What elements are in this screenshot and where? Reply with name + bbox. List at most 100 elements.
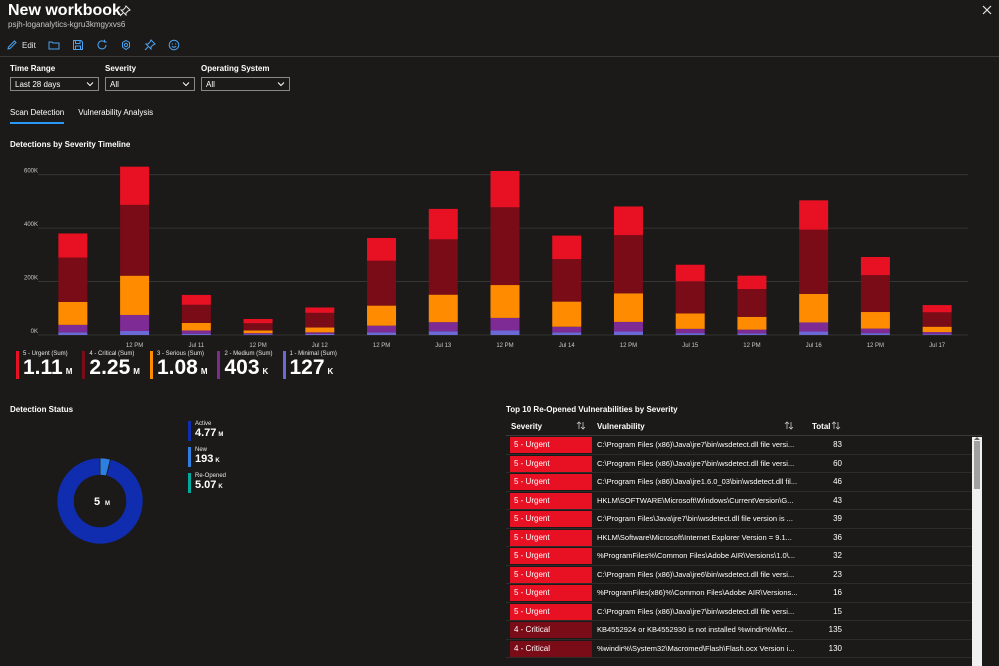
bar-segment[interactable] (58, 324, 88, 333)
bar-segment[interactable] (922, 332, 952, 335)
bar-segment[interactable] (552, 326, 582, 333)
os-dropdown[interactable]: All (201, 77, 290, 91)
bar-segment[interactable] (860, 256, 890, 276)
bar-segment[interactable] (552, 332, 582, 335)
bar-segment[interactable] (613, 206, 643, 236)
pin-icon[interactable] (119, 5, 131, 17)
bar-segment[interactable] (243, 333, 273, 335)
bar-segment[interactable] (367, 332, 397, 335)
bar-segment[interactable] (675, 328, 705, 334)
table-row[interactable]: 5 - Urgent HKLM\SOFTWARE\Microsoft\Window… (506, 492, 982, 510)
bar-segment[interactable] (428, 208, 458, 240)
bar-segment[interactable] (305, 312, 335, 328)
bar-segment[interactable] (305, 332, 335, 334)
bar-segment[interactable] (799, 200, 829, 230)
bar-segment[interactable] (860, 312, 890, 329)
bar-segment[interactable] (120, 166, 150, 205)
bar-segment[interactable] (58, 301, 88, 325)
open-button[interactable] (48, 37, 60, 53)
bar-segment[interactable] (490, 207, 520, 286)
legend-item-critical[interactable]: 4 - Critical (Sum) 2.25 M (82, 351, 140, 383)
bar-segment[interactable] (428, 294, 458, 323)
table-row[interactable]: 5 - Urgent C:\Program Files\Java\jre7\bin… (506, 510, 982, 529)
bar-segment[interactable] (737, 289, 767, 317)
bar-segment[interactable] (860, 333, 890, 335)
table-row[interactable]: 5 - Urgent C:\Program Files (x86)\Java\jr… (506, 566, 982, 584)
severity-dropdown[interactable]: All (105, 77, 195, 91)
time-range-dropdown[interactable]: Last 28 days (10, 77, 99, 91)
bar-segment[interactable] (367, 305, 397, 326)
bar-segment[interactable] (367, 325, 397, 333)
bar-segment[interactable] (552, 259, 582, 302)
bar-segment[interactable] (675, 333, 705, 335)
bar-segment[interactable] (552, 235, 582, 260)
bar-segment[interactable] (367, 238, 397, 261)
feedback-button[interactable] (168, 37, 180, 53)
table-row[interactable]: 5 - Urgent C:\Program Files (x86)\Java\jr… (506, 455, 982, 473)
bar-segment[interactable] (490, 330, 520, 335)
bar-segment[interactable] (552, 301, 582, 327)
bar-segment[interactable] (120, 330, 150, 335)
bar-segment[interactable] (737, 329, 767, 334)
bar-segment[interactable] (737, 275, 767, 290)
table-row[interactable]: 5 - Urgent C:\Program Files (x86)\Java\jr… (506, 473, 982, 492)
table-row[interactable]: 5 - Urgent C:\Program Files (x86)\Java\jr… (506, 436, 982, 455)
bar-segment[interactable] (675, 264, 705, 282)
bar-segment[interactable] (58, 233, 88, 258)
bar-segment[interactable] (737, 333, 767, 335)
bar-segment[interactable] (799, 331, 829, 335)
sort-icon[interactable] (576, 421, 586, 430)
scroll-up-arrow-icon[interactable] (974, 437, 980, 440)
table-row[interactable]: 5 - Urgent HKLM\Software\Microsoft\Intern… (506, 529, 982, 547)
sort-icon[interactable] (784, 421, 794, 430)
bar-segment[interactable] (58, 257, 88, 302)
bar-segment[interactable] (675, 281, 705, 314)
bar-segment[interactable] (613, 235, 643, 294)
bar-segment[interactable] (305, 327, 335, 333)
bar-segment[interactable] (737, 316, 767, 330)
table-row[interactable]: 4 - Critical KB4552924 or KB4552930 is no… (506, 621, 982, 640)
edit-button[interactable]: Edit (6, 37, 36, 53)
bar-segment[interactable] (428, 239, 458, 295)
save-button[interactable] (72, 37, 84, 53)
status-legend-new[interactable]: New 193 K (188, 447, 226, 467)
bar-segment[interactable] (490, 170, 520, 208)
bar-segment[interactable] (120, 314, 150, 331)
table-row[interactable]: 5 - Urgent C:\Program Files (x86)\Java\jr… (506, 603, 982, 621)
bar-segment[interactable] (181, 304, 211, 323)
column-header-severity[interactable]: Severity (511, 422, 543, 431)
bar-segment[interactable] (120, 275, 150, 315)
status-legend-active[interactable]: Active 4.77 M (188, 421, 226, 441)
bar-segment[interactable] (305, 307, 335, 313)
bar-segment[interactable] (305, 333, 335, 335)
pin-button[interactable] (144, 37, 156, 53)
bar-segment[interactable] (922, 312, 952, 327)
legend-item-medium[interactable]: 2 - Medium (Sum) 403 K (217, 351, 273, 383)
bar-segment[interactable] (613, 321, 643, 332)
bar-segment[interactable] (58, 332, 88, 335)
bar-segment[interactable] (675, 313, 705, 329)
bar-segment[interactable] (428, 322, 458, 332)
bar-segment[interactable] (181, 322, 211, 331)
bar-segment[interactable] (799, 229, 829, 294)
refresh-button[interactable] (96, 37, 108, 53)
settings-button[interactable] (120, 37, 132, 53)
bar-segment[interactable] (120, 204, 150, 276)
column-header-total[interactable]: Total (812, 422, 831, 431)
bar-segment[interactable] (922, 305, 952, 313)
bar-segment[interactable] (922, 334, 952, 335)
bar-segment[interactable] (860, 328, 890, 334)
table-row[interactable]: 4 - Critical %windir%\System32\Macromed\F… (506, 640, 982, 658)
column-header-vulnerability[interactable]: Vulnerability (597, 422, 645, 431)
table-row[interactable]: 5 - Urgent %ProgramFiles(x86)%\Common Fil… (506, 584, 982, 603)
bar-segment[interactable] (613, 331, 643, 335)
bar-segment[interactable] (243, 334, 273, 335)
bar-segment[interactable] (799, 322, 829, 332)
bar-segment[interactable] (181, 294, 211, 305)
bar-segment[interactable] (243, 330, 273, 334)
bar-segment[interactable] (860, 275, 890, 313)
bar-segment[interactable] (922, 326, 952, 333)
bar-segment[interactable] (367, 260, 397, 306)
bar-segment[interactable] (243, 318, 273, 324)
bar-segment[interactable] (490, 317, 520, 331)
